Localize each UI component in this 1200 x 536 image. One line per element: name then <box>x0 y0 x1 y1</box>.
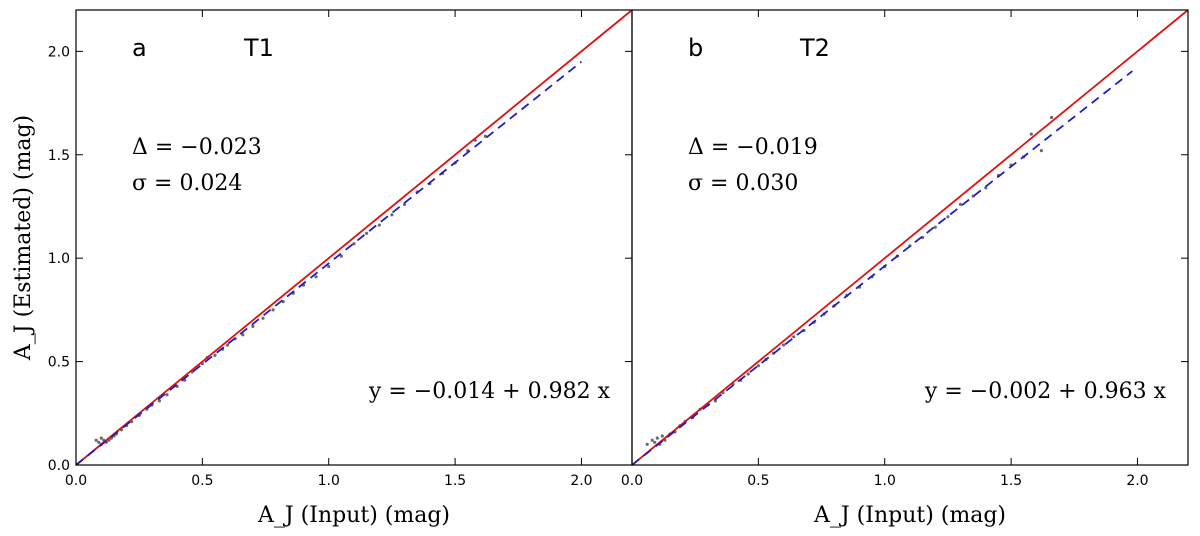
data-point <box>377 223 381 227</box>
x-tick-label: 2.0 <box>1126 473 1148 489</box>
data-point <box>165 393 169 397</box>
data-point <box>99 436 103 440</box>
sigma-stat: σ = 0.030 <box>688 171 798 196</box>
data-point <box>653 440 657 444</box>
fit-equation: y = −0.014 + 0.982 x <box>368 379 611 404</box>
x-tick-label: 2.0 <box>570 473 592 489</box>
data-point <box>314 275 318 279</box>
data-point <box>157 399 161 403</box>
data-point <box>339 254 343 258</box>
data-point <box>782 343 786 347</box>
x-tick-label: 0.5 <box>191 473 213 489</box>
data-point <box>746 372 750 376</box>
x-tick-label: 0.0 <box>65 473 87 489</box>
data-point <box>984 186 988 190</box>
data-point <box>226 343 230 347</box>
data-point <box>946 215 950 219</box>
data-point <box>1049 115 1054 120</box>
fit-line <box>75 61 583 466</box>
data-point <box>352 242 356 246</box>
data-point <box>97 440 101 444</box>
plot-frame <box>631 9 1189 466</box>
x-tick-label: 1.5 <box>444 473 466 489</box>
data-point <box>251 324 255 328</box>
data-point <box>933 225 937 229</box>
one-to-one-line <box>631 9 1189 466</box>
data-point <box>792 335 796 339</box>
panel-b: 0.0 0.5 1.0 1.5 2.0 b T2 Δ = −0.019 σ = 0.03… <box>621 9 1189 528</box>
data-point <box>213 353 217 357</box>
sigma-stat: σ = 0.024 <box>132 171 242 196</box>
data-point <box>94 438 98 442</box>
data-point <box>365 231 369 235</box>
data-point <box>958 202 963 206</box>
data-point <box>261 316 265 320</box>
y-axis-label: A_J (Estimated) (mag) <box>11 115 36 361</box>
y-tick-label: 2.0 <box>48 44 70 60</box>
data-point <box>271 308 275 312</box>
data-point <box>1039 149 1043 153</box>
panel-letter: a <box>132 34 147 62</box>
data-point <box>327 264 331 269</box>
data-point <box>660 434 664 438</box>
x-axis-label: A_J (Input) (mag) <box>257 503 450 528</box>
y-tick-label: 0.5 <box>48 355 70 371</box>
data-point <box>402 202 407 206</box>
one-to-one-line <box>75 9 633 466</box>
y-tick-label: 0.0 <box>48 458 70 474</box>
x-tick-label: 1.0 <box>874 473 896 489</box>
fit-line <box>631 70 1133 466</box>
data-point <box>390 213 394 217</box>
x-tick-label: 0.0 <box>621 473 643 489</box>
panel-tag: T2 <box>799 34 830 62</box>
data-point <box>1029 132 1033 136</box>
panel-tag: T1 <box>243 34 274 62</box>
x-axis-label: A_J (Input) (mag) <box>813 503 1006 528</box>
data-point <box>655 436 659 440</box>
data-point <box>650 438 654 442</box>
x-tick-label: 1.5 <box>1000 473 1022 489</box>
data-point <box>645 442 649 446</box>
data-point <box>756 364 761 368</box>
y-tick-label: 1.5 <box>48 148 70 164</box>
data-point <box>241 333 245 337</box>
delta-stat: Δ = −0.023 <box>132 135 262 160</box>
panel-a: 0.0 0.5 1.0 1.5 2.0 0.0 0.5 1.0 1.5 2.0 a T1 Δ = … <box>11 9 633 528</box>
y-tick-label: 1.0 <box>48 251 70 267</box>
fit-equation: y = −0.002 + 0.963 x <box>924 379 1167 404</box>
panel-letter: b <box>688 34 703 62</box>
delta-stat: Δ = −0.019 <box>688 135 818 160</box>
x-tick-label: 0.5 <box>747 473 769 489</box>
x-tick-label: 1.0 <box>318 473 340 489</box>
